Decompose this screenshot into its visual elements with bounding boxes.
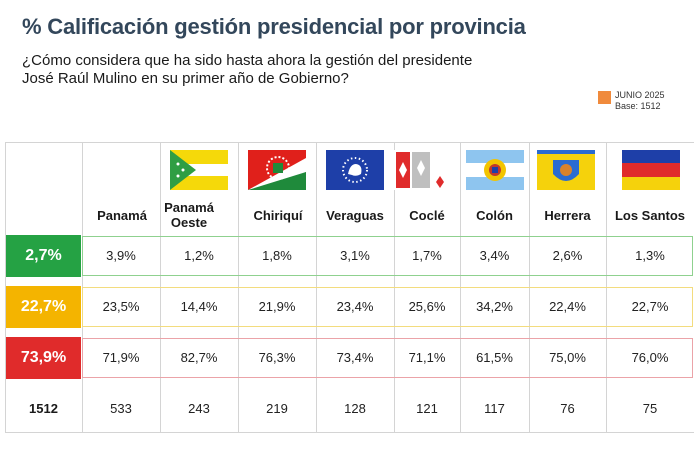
base-count-cell: 243 xyxy=(188,401,210,416)
col-divider xyxy=(460,143,461,433)
column-header-colon: Colón xyxy=(460,208,529,223)
column-header-line: Panamá xyxy=(164,200,214,215)
table-bottom-rule xyxy=(5,432,694,433)
table-top-rule xyxy=(5,142,694,143)
col-divider xyxy=(5,143,6,433)
cocle-flag-icon xyxy=(394,150,452,190)
table-cell: 76,3% xyxy=(258,350,296,365)
base-count-cell: 76 xyxy=(560,401,575,416)
table-cell: 23,4% xyxy=(336,299,374,314)
column-header-line: Los Santos xyxy=(614,208,686,223)
base-count-cell: 219 xyxy=(266,401,288,416)
column-header-line: Colón xyxy=(476,208,513,223)
column-header-chiriqui: Chiriquí xyxy=(240,208,316,223)
table-cell: 3,4% xyxy=(479,248,510,263)
col-divider xyxy=(529,143,530,433)
legend-swatch xyxy=(598,91,611,104)
table-cell: 71,9% xyxy=(102,350,140,365)
base-total: 1512 xyxy=(29,401,58,416)
table-cell: 3,1% xyxy=(340,248,370,263)
row-total-badge: 22,7% xyxy=(6,286,81,328)
table-cell: 23,5% xyxy=(102,299,140,314)
col-divider xyxy=(160,143,161,433)
column-header-line: Oeste xyxy=(170,215,208,230)
table-cell: 1,2% xyxy=(184,248,214,263)
column-header-line: Veraguas xyxy=(326,208,384,223)
column-header-veraguas: Veraguas xyxy=(316,208,394,223)
chiriqui-flag-icon xyxy=(248,150,306,190)
table-cell: 75,0% xyxy=(549,350,586,365)
table-cell: 25,6% xyxy=(408,299,446,314)
table-cell: 73,4% xyxy=(336,350,374,365)
col-divider xyxy=(394,143,395,433)
column-header-line: Coclé xyxy=(409,208,445,223)
col-divider xyxy=(606,143,607,433)
table-row xyxy=(82,287,693,327)
col-divider xyxy=(316,143,317,433)
base-count-cell: 533 xyxy=(110,401,132,416)
herrera-flag-icon xyxy=(537,150,595,190)
row-total-badge: 73,9% xyxy=(6,337,81,379)
subtitle-line-1: ¿Cómo considera que ha sido hasta ahora … xyxy=(22,52,473,69)
colon-flag-icon xyxy=(466,150,524,190)
table-row xyxy=(82,236,693,276)
table-cell: 61,5% xyxy=(476,350,513,365)
table-cell: 1,7% xyxy=(412,248,442,263)
table-row xyxy=(82,338,693,378)
subtitle-line-2: José Raúl Mulino en su primer año de Gob… xyxy=(22,70,349,87)
column-header-panama-oeste: Panamá Oeste xyxy=(162,200,216,230)
table-cell: 1,3% xyxy=(635,248,665,263)
legend-label: JUNIO 2025 xyxy=(615,90,665,100)
table-cell: 34,2% xyxy=(476,299,513,314)
table-cell: 22,4% xyxy=(549,299,586,314)
table-cell: 22,7% xyxy=(631,299,669,314)
table-cell: 71,1% xyxy=(408,350,446,365)
table-cell: 1,8% xyxy=(262,248,292,263)
table-cell: 82,7% xyxy=(180,350,218,365)
chart-title: % Calificación gestión presidencial por … xyxy=(22,14,526,39)
table-cell: 76,0% xyxy=(631,350,669,365)
table-cell: 21,9% xyxy=(258,299,296,314)
column-header-cocle: Coclé xyxy=(394,208,460,223)
los-santos-flag-icon xyxy=(622,150,680,190)
column-header-line: Panamá xyxy=(97,208,147,223)
column-header-herrera: Herrera xyxy=(529,208,606,223)
table-cell: 14,4% xyxy=(180,299,218,314)
row-total-badge: 2,7% xyxy=(6,235,81,277)
base-count-cell: 117 xyxy=(484,401,505,416)
column-header-los-santos: Los Santos xyxy=(606,208,694,223)
column-header-panama: Panamá xyxy=(84,208,160,223)
veraguas-flag-icon xyxy=(326,150,384,190)
table-cell: 3,9% xyxy=(106,248,136,263)
chart-subtitle: ¿Cómo considera que ha sido hasta ahora … xyxy=(22,52,542,88)
legend-base: Base: 1512 xyxy=(615,101,661,111)
panama-oeste-flag-icon xyxy=(170,150,228,190)
base-count-cell: 128 xyxy=(344,401,366,416)
base-count-cell: 121 xyxy=(416,401,438,416)
table-cell: 2,6% xyxy=(552,248,583,263)
column-header-line: Chiriquí xyxy=(253,208,303,223)
col-divider xyxy=(238,143,239,433)
column-header-line: Herrera xyxy=(544,208,591,223)
base-count-cell: 75 xyxy=(642,401,658,416)
